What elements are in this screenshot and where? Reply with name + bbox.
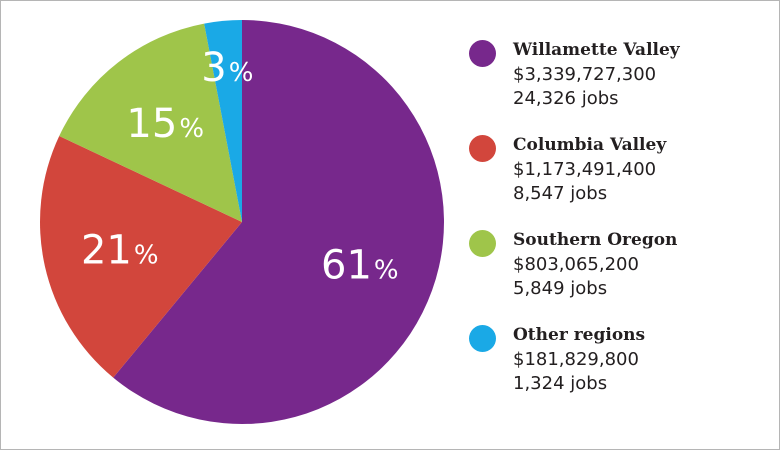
legend-swatch xyxy=(469,135,496,162)
legend-swatch xyxy=(469,40,496,67)
legend-swatch xyxy=(469,325,496,352)
legend-region-name: Willamette Valley xyxy=(513,40,680,60)
legend-region-name: Other regions xyxy=(513,325,646,345)
legend-amount: $181,829,800 xyxy=(513,349,639,370)
pie-slice-southern-oregon xyxy=(59,23,243,223)
legend-region-name: Columbia Valley xyxy=(513,135,667,155)
legend-jobs: 24,326 jobs xyxy=(513,88,619,109)
legend-region-name: Southern Oregon xyxy=(513,230,678,250)
slice-label-willamette-valley: 61% xyxy=(321,242,399,288)
pie-slice-other-regions xyxy=(204,20,242,222)
legend-jobs: 1,324 jobs xyxy=(513,373,608,394)
pie-slice-willamette-valley xyxy=(113,20,445,425)
legend-jobs: 5,849 jobs xyxy=(513,278,608,299)
legend-amount: $3,339,727,300 xyxy=(513,64,657,85)
legend: Willamette Valley $3,339,727,300 24,326 jo… xyxy=(469,37,769,417)
slice-label-southern-oregon: 15% xyxy=(126,101,204,147)
slice-label-columbia-valley: 21% xyxy=(81,227,159,273)
legend-amount: $803,065,200 xyxy=(513,254,639,275)
slice-label-other-regions: 3% xyxy=(201,45,253,91)
legend-jobs: 8,547 jobs xyxy=(513,183,608,204)
legend-amount: $1,173,491,400 xyxy=(513,159,657,180)
legend-item-willamette-valley: Willamette Valley $3,339,727,300 24,326 jo… xyxy=(469,37,769,111)
legend-item-other-regions: Other regions $181,829,800 1,324 jobs xyxy=(469,322,769,396)
legend-item-southern-oregon: Southern Oregon $803,065,200 5,849 jobs xyxy=(469,227,769,301)
legend-swatch xyxy=(469,230,496,257)
legend-item-columbia-valley: Columbia Valley $1,173,491,400 8,547 jobs xyxy=(469,132,769,206)
pie-slice-columbia-valley xyxy=(39,135,242,378)
